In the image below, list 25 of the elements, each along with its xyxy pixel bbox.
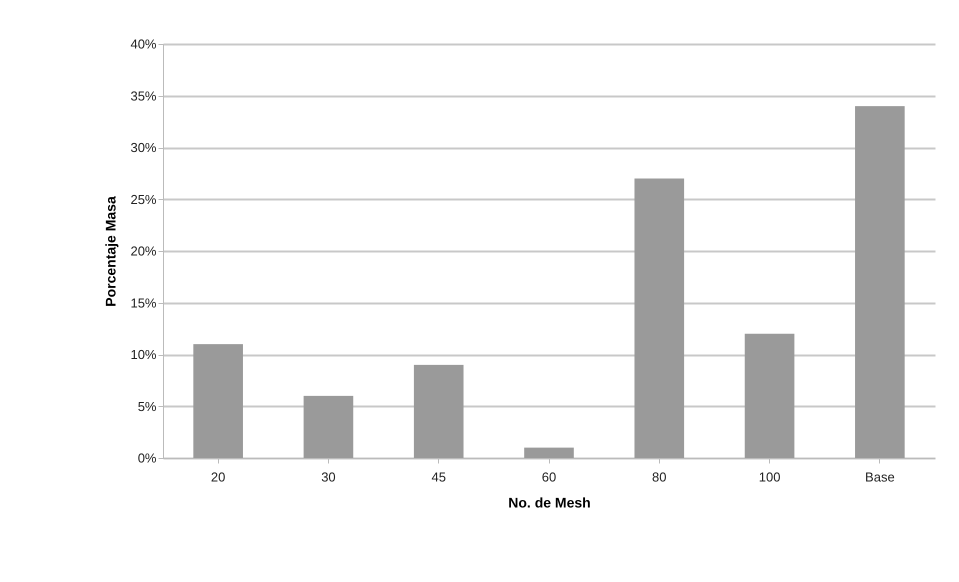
x-axis-title: No. de Mesh [508, 494, 591, 510]
y-tick-label: 15% [130, 295, 157, 310]
x-tick-label: 30 [321, 470, 336, 484]
y-tick-label: 5% [138, 398, 157, 414]
y-tick-label: 0% [138, 450, 157, 466]
y-tick-label: 20% [130, 244, 157, 258]
x-tick-label: Base [865, 470, 895, 484]
x-tick-label: 100 [758, 470, 780, 484]
y-tick-label: 40% [130, 36, 157, 52]
bar [524, 448, 574, 458]
y-tick-label: 10% [130, 347, 157, 362]
x-tick-label: 45 [431, 470, 446, 484]
bar [304, 396, 354, 458]
bar [193, 344, 243, 458]
x-tick-label: 20 [210, 470, 226, 484]
y-tick-label: 35% [130, 88, 157, 104]
y-tick-label: 25% [130, 192, 157, 207]
bar [414, 364, 464, 458]
bar [855, 106, 905, 458]
bar [634, 178, 684, 458]
y-tick-label: 30% [130, 140, 157, 155]
y-axis-title: Porcentaje Masa [102, 196, 118, 307]
x-tick-label: 80 [652, 470, 667, 484]
bar [744, 334, 794, 458]
x-tick-label: 60 [542, 470, 556, 484]
